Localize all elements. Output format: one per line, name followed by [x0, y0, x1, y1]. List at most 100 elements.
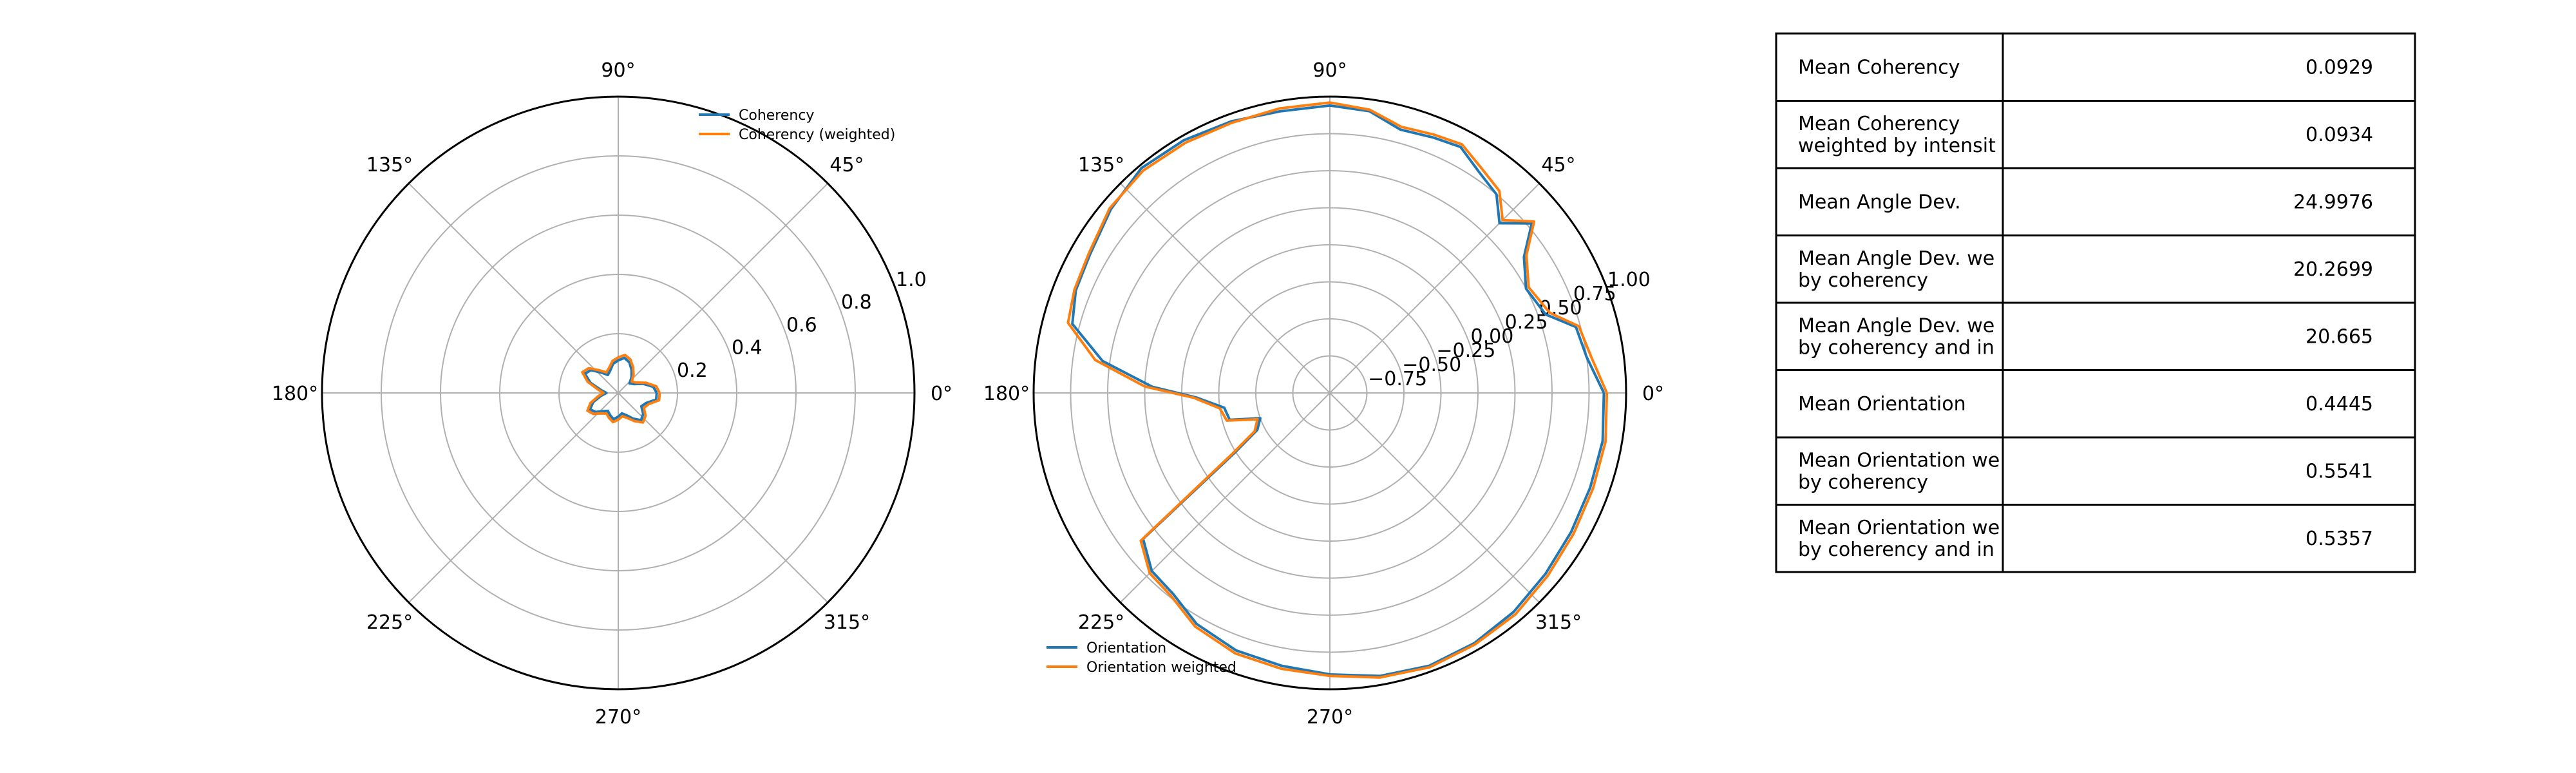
radial-gridline: [1107, 170, 1553, 616]
radial-tick-label: 0.8: [841, 291, 872, 314]
radial-gridline: [1255, 318, 1405, 468]
radial-tick-label: 0.4: [732, 337, 762, 359]
table-cell-value: [2002, 436, 2416, 506]
angle-tick-label: 315°: [1535, 611, 1582, 634]
table-value-text: 20.2699: [2293, 258, 2373, 281]
radial-gridline: [440, 215, 797, 571]
table-label-text: by coherency and in: [1798, 539, 1994, 561]
table-label-text: Mean Orientation we: [1798, 517, 2000, 539]
table-label-text: Mean Coherency: [1798, 56, 1960, 79]
table-cell-value: [2002, 504, 2416, 573]
table-label-text: by coherency: [1798, 269, 1928, 292]
table-cell-label: [1775, 32, 2004, 102]
table-cell-value: [2002, 369, 2416, 439]
table-label-text: Mean Angle Dev.: [1798, 191, 1961, 213]
angular-gridline: [408, 183, 619, 394]
angle-tick-label: 45°: [1541, 154, 1575, 177]
radial-gridline: [499, 274, 737, 512]
angular-gridline: [618, 392, 828, 603]
angular-gridline: [618, 183, 828, 394]
legend-label: Coherency (weighted): [739, 127, 895, 143]
radial-tick-label: 0.2: [677, 359, 708, 382]
radial-tick-label: −0.25: [1436, 339, 1495, 362]
angle-tick-label: 90°: [601, 59, 635, 82]
table-cell-value: [2002, 167, 2416, 236]
table-cell-label: [1775, 301, 2004, 371]
table-value-text: 24.9976: [2293, 191, 2373, 213]
radial-tick-label: 0.75: [1573, 283, 1616, 305]
legend-label: Coherency: [739, 108, 814, 124]
radial-tick-label: 0.00: [1470, 325, 1513, 348]
table-cell-value: [2002, 100, 2416, 169]
table-cell-label: [1775, 100, 2004, 169]
table-row: Mean Orientation 0.4445: [1775, 369, 2416, 439]
radial-gridline: [1070, 133, 1590, 653]
series-line-primary: [583, 356, 658, 422]
series-line-weighted: [1066, 101, 1609, 679]
table-value-text: 20.665: [2306, 325, 2373, 348]
table-cell-label: [1775, 167, 2004, 236]
table-label-text: Mean Angle Dev. we: [1798, 247, 1994, 270]
table-cell-value: [2002, 301, 2416, 371]
table-label-text: Mean Coherency: [1798, 113, 1960, 135]
angle-tick-label: 270°: [595, 706, 641, 729]
angle-tick-label: 315°: [824, 611, 870, 634]
table-label-text: Mean Orientation we: [1798, 449, 2000, 472]
legend-label: Orientation: [1086, 640, 1166, 656]
angle-tick-label: 90°: [1312, 59, 1347, 82]
polar-chart-orientation: 0° 45° 90° 135° 180° 225° 270° 315° −0.75−0.50−0…: [983, 59, 1664, 729]
angle-tick-label: 225°: [366, 611, 413, 634]
table-label-text: Mean Orientation: [1798, 393, 1966, 415]
table-value-text: 0.0929: [2306, 56, 2373, 79]
radial-gridline: [558, 333, 678, 453]
angle-tick-label: 225°: [1078, 611, 1124, 634]
radial-gridline: [1144, 207, 1516, 579]
radial-tick-label: −0.50: [1402, 354, 1461, 376]
radial-tick-label: 0.25: [1505, 311, 1548, 334]
radial-tick-label: −0.75: [1368, 368, 1427, 390]
radial-gridline: [1292, 355, 1368, 431]
radial-tick-label: 1.0: [896, 269, 927, 291]
angle-tick-label: 180°: [983, 383, 1030, 405]
polar-frame: [321, 95, 916, 691]
angle-tick-label: 0°: [1642, 383, 1664, 405]
table-value-text: 0.0934: [2306, 124, 2373, 146]
angle-tick-label: 45°: [829, 154, 864, 177]
polar-frame: [1032, 95, 1627, 691]
table-label-text: weighted by intensit: [1798, 135, 1996, 157]
angle-tick-label: 270°: [1307, 706, 1353, 729]
table-label-text: by coherency: [1798, 471, 1928, 493]
radial-tick-label: 1.00: [1607, 269, 1651, 291]
radial-gridline: [381, 155, 856, 631]
table-cell-label: [1775, 234, 2004, 304]
angle-tick-label: 135°: [1078, 154, 1124, 177]
table-label-text: by coherency and in: [1798, 336, 1994, 359]
table-cell-value: [2002, 234, 2416, 304]
angle-tick-label: 135°: [366, 154, 413, 177]
polar-chart-coherency: 0° 45° 90° 135° 180° 225° 270° 315° 0.2 0.4 0.6 0.8…: [272, 59, 952, 729]
table-cell-label: [1775, 504, 2004, 573]
angle-tick-label: 0°: [931, 383, 952, 405]
table-row: Mean Coherency 0.0929: [1775, 32, 2416, 102]
radial-gridline: [1218, 281, 1442, 505]
legend-label: Orientation weighted: [1086, 660, 1236, 676]
table-value-text: 0.4445: [2306, 393, 2373, 415]
table-value-text: 0.5541: [2306, 460, 2373, 482]
radial-tick-label: 0.6: [786, 314, 817, 336]
series-line-primary: [1071, 104, 1605, 678]
series-line-weighted: [581, 354, 661, 424]
angular-gridline: [408, 392, 619, 603]
table-row: Mean Angle Dev. 24.9976: [1775, 167, 2416, 236]
legend: Orientation Orientation weighted: [1046, 640, 1236, 676]
angle-tick-label: 180°: [272, 383, 318, 405]
legend: Coherency Coherency (weighted): [699, 108, 895, 143]
table-value-text: 0.5357: [2306, 528, 2373, 550]
table-label-text: Mean Angle Dev. we: [1798, 314, 1994, 337]
